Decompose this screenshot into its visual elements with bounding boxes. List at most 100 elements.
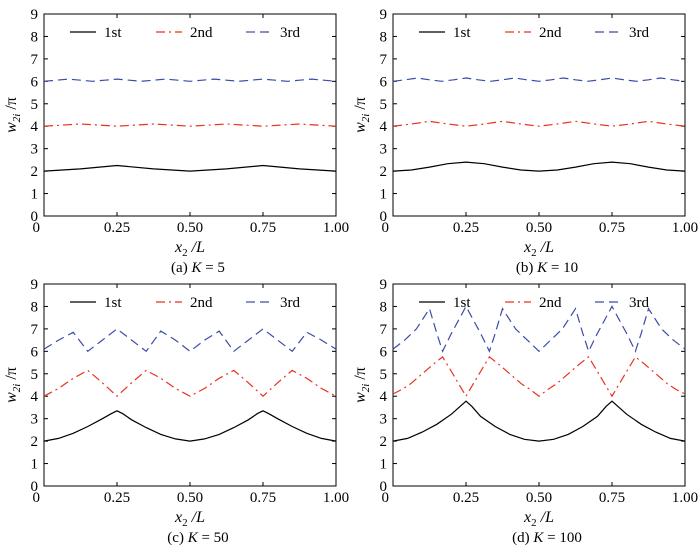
x-axis-label: x2 /L bbox=[174, 509, 205, 529]
y-tick-label: 4 bbox=[31, 389, 39, 405]
x-tick-label: 0 bbox=[33, 220, 41, 236]
legend-label-1st: 1st bbox=[453, 295, 471, 311]
y-axis-label: w2i /π bbox=[352, 367, 372, 403]
x-tick-label: 1.00 bbox=[323, 490, 349, 506]
y-tick-label: 8 bbox=[380, 29, 388, 45]
y-tick-label: 0 bbox=[31, 479, 39, 495]
y-tick-label: 8 bbox=[31, 299, 39, 315]
y-tick-label: 7 bbox=[380, 52, 388, 68]
y-tick-label: 2 bbox=[380, 434, 388, 450]
x-tick-label: 1.00 bbox=[672, 490, 698, 506]
panel-caption: (b) K = 10 bbox=[516, 260, 578, 276]
y-tick-label: 4 bbox=[380, 119, 388, 135]
y-tick-label: 2 bbox=[31, 434, 39, 450]
y-tick-label: 9 bbox=[31, 277, 39, 293]
y-tick-label: 3 bbox=[380, 412, 388, 428]
series-line-2nd bbox=[43, 123, 337, 127]
x-tick-label: 0.50 bbox=[526, 490, 552, 506]
y-tick-label: 5 bbox=[31, 367, 39, 383]
series-line-2nd bbox=[392, 120, 686, 127]
y-tick-label: 6 bbox=[31, 344, 39, 360]
legend-label-3rd: 3rd bbox=[629, 295, 649, 311]
y-tick-label: 3 bbox=[31, 412, 39, 428]
x-tick-label: 0.50 bbox=[526, 220, 552, 236]
plot-frame bbox=[392, 13, 686, 217]
y-tick-label: 1 bbox=[31, 457, 39, 473]
legend-label-3rd: 3rd bbox=[280, 25, 300, 41]
x-axis-label: x2 /L bbox=[174, 239, 205, 259]
series-line-3rd bbox=[392, 77, 686, 82]
y-tick-label: 1 bbox=[380, 457, 388, 473]
y-tick-label: 0 bbox=[31, 209, 39, 225]
series-line-1st bbox=[392, 161, 686, 172]
x-tick-label: 0.75 bbox=[250, 220, 276, 236]
series-line-2nd bbox=[43, 369, 337, 398]
y-tick-label: 5 bbox=[31, 97, 39, 113]
y-tick-label: 6 bbox=[380, 344, 388, 360]
x-tick-label: 0.50 bbox=[177, 490, 203, 506]
x-tick-label: 0.25 bbox=[453, 220, 479, 236]
legend-label-1st: 1st bbox=[104, 25, 122, 41]
y-axis-label: w2i /π bbox=[352, 97, 372, 133]
legend-label-3rd: 3rd bbox=[280, 295, 300, 311]
series-line-1st bbox=[392, 400, 686, 442]
plot-frame bbox=[392, 283, 686, 487]
x-tick-label: 0 bbox=[33, 490, 41, 506]
y-tick-label: 2 bbox=[380, 164, 388, 180]
series-line-2nd bbox=[392, 356, 686, 398]
x-tick-label: 0.75 bbox=[599, 490, 625, 506]
series-line-3rd bbox=[43, 78, 337, 82]
series-line-1st bbox=[43, 164, 337, 172]
x-tick-label: 1.00 bbox=[672, 220, 698, 236]
panel-d: 0 1 2 3 4 5 6 7 8 9 0 0.25 0.50 0.75 1.00 1st 2nd 3rd x2 /… bbox=[352, 277, 698, 546]
legend-label-3rd: 3rd bbox=[629, 25, 649, 41]
y-tick-label: 7 bbox=[31, 322, 39, 338]
y-tick-label: 9 bbox=[380, 7, 388, 23]
legend-label-2nd: 2nd bbox=[190, 295, 213, 311]
y-tick-label: 4 bbox=[380, 389, 388, 405]
y-tick-label: 6 bbox=[380, 74, 388, 90]
y-axis-label: w2i /π bbox=[3, 97, 23, 133]
x-axis-label: x2 /L bbox=[523, 509, 554, 529]
plot-frame bbox=[43, 13, 337, 217]
panel-caption: (a) K = 5 bbox=[171, 260, 225, 276]
legend-label-2nd: 2nd bbox=[539, 25, 562, 41]
panel-caption: (c) K = 50 bbox=[167, 530, 228, 546]
x-tick-label: 0.75 bbox=[599, 220, 625, 236]
y-tick-label: 6 bbox=[31, 74, 39, 90]
panel-b: 0 1 2 3 4 5 6 7 8 9 0 0.25 0.50 0.75 1.00 1st 2nd 3rd x2 /… bbox=[352, 7, 698, 276]
y-tick-label: 4 bbox=[31, 119, 39, 135]
y-tick-label: 5 bbox=[380, 97, 388, 113]
y-tick-label: 1 bbox=[380, 187, 388, 203]
legend-label-2nd: 2nd bbox=[190, 25, 213, 41]
y-tick-label: 2 bbox=[31, 164, 39, 180]
y-tick-label: 8 bbox=[31, 29, 39, 45]
series-line-3rd bbox=[43, 328, 337, 353]
y-tick-label: 1 bbox=[31, 187, 39, 203]
y-tick-label: 0 bbox=[380, 209, 388, 225]
legend-label-1st: 1st bbox=[453, 25, 471, 41]
legend-label-2nd: 2nd bbox=[539, 295, 562, 311]
plot-frame bbox=[43, 283, 337, 487]
panel-c: 0 1 2 3 4 5 6 7 8 9 0 0.25 0.50 0.75 1.00 1st 2nd 3rd x2 /… bbox=[3, 277, 349, 546]
y-tick-label: 8 bbox=[380, 299, 388, 315]
panel-a: 0 1 2 3 4 5 6 7 8 9 0 0.25 0.50 0.75 1.00 1st 2nd 3rd x2 /… bbox=[3, 7, 349, 276]
x-tick-label: 0.50 bbox=[177, 220, 203, 236]
x-tick-label: 1.00 bbox=[323, 220, 349, 236]
y-tick-label: 7 bbox=[380, 322, 388, 338]
panel-caption: (d) K = 100 bbox=[512, 530, 582, 546]
x-tick-label: 0 bbox=[382, 220, 390, 236]
series-line-1st bbox=[43, 410, 337, 442]
y-tick-label: 3 bbox=[380, 142, 388, 158]
y-axis-label: w2i /π bbox=[3, 367, 23, 403]
x-tick-label: 0.25 bbox=[453, 490, 479, 506]
x-tick-label: 0.25 bbox=[104, 490, 130, 506]
legend-label-1st: 1st bbox=[104, 295, 122, 311]
y-tick-label: 0 bbox=[380, 479, 388, 495]
x-tick-label: 0.75 bbox=[250, 490, 276, 506]
x-axis-label: x2 /L bbox=[523, 239, 554, 259]
y-tick-label: 7 bbox=[31, 52, 39, 68]
series-line-3rd bbox=[392, 305, 686, 353]
x-tick-label: 0.25 bbox=[104, 220, 130, 236]
